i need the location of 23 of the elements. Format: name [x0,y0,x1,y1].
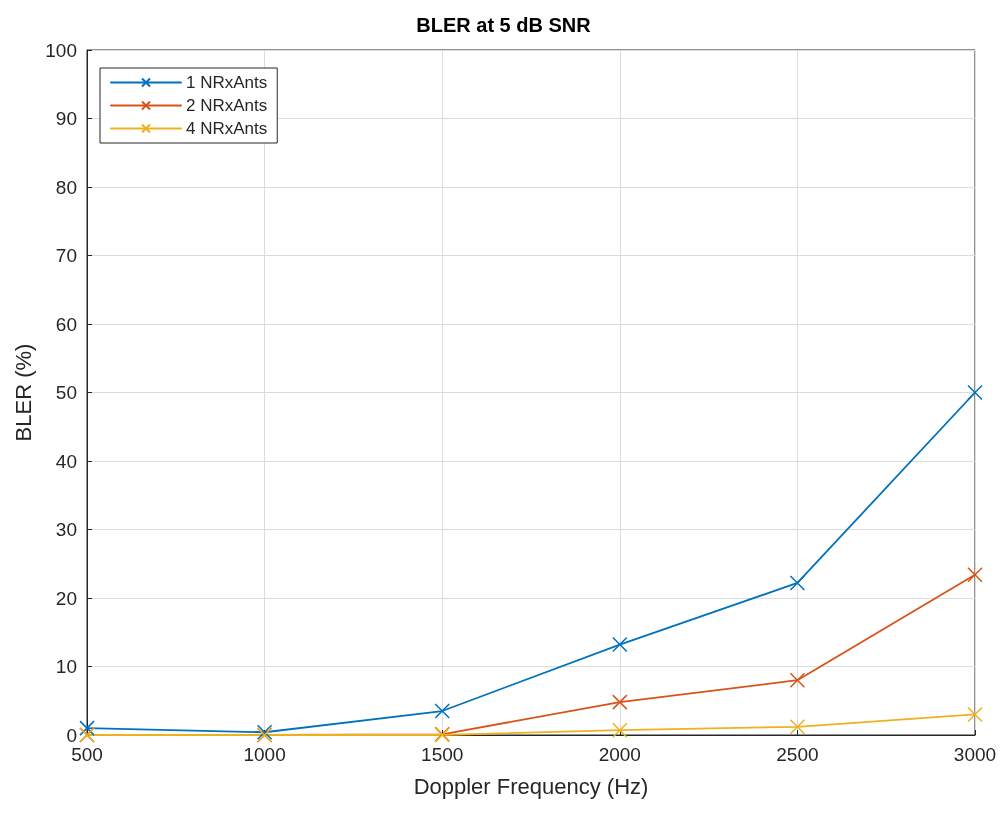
y-tick-label: 50 [55,382,77,403]
y-axis-title: BLER (%) [10,343,36,442]
legend-label: 2 NRxAnts [186,96,268,115]
y-tick-label: 60 [55,313,77,335]
y-tick-label: 100 [45,39,77,61]
y-tick-label: 70 [55,245,77,266]
x-tick-label: 1500 [421,744,464,765]
x-tick-label: 2000 [598,744,641,765]
y-tick-label: 30 [55,519,77,540]
x-axis-title: Doppler Frequency (Hz) [413,773,649,799]
x-tick-label: 2500 [776,744,819,765]
legend-label: 1 NRxAnts [186,73,268,92]
chart-title: BLER at 5 dB SNR [416,14,592,36]
x-tick-label: 500 [71,744,103,765]
y-tick-label: 90 [55,108,77,129]
legend-label: 4 NRxAnts [186,119,268,138]
x-tick-label: 1000 [243,744,286,765]
y-tick-label: 40 [55,450,77,472]
y-tick-label: 10 [55,656,77,677]
y-tick-label: 80 [55,176,77,198]
x-tick-label: 3000 [953,744,997,765]
y-tick-label: 0 [66,724,77,746]
y-tick-label: 20 [55,587,77,609]
